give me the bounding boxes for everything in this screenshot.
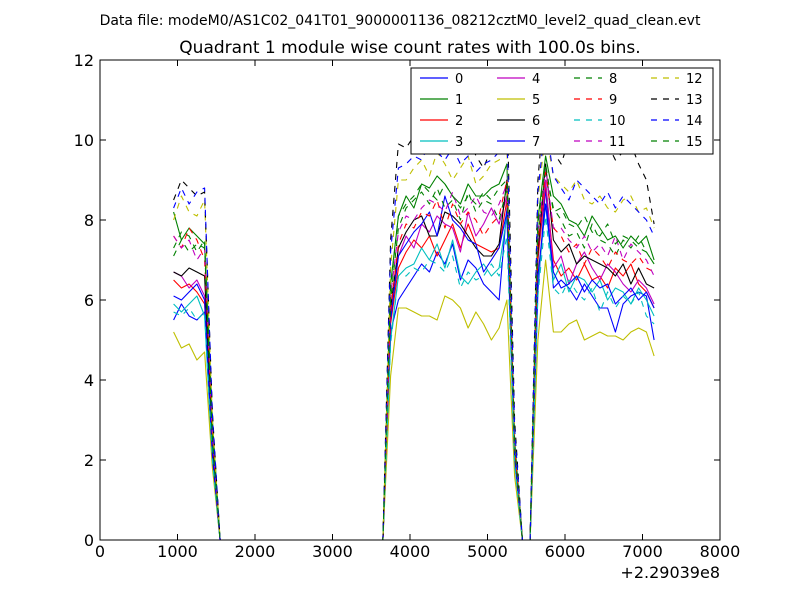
y-tick-label: 0 [84,531,94,550]
series-line-14 [173,119,655,541]
legend-label: 2 [455,114,463,129]
legend-label: 14 [686,114,703,129]
series-line-12 [173,131,655,541]
y-tick-label: 8 [84,211,94,230]
x-tick-label: 3000 [312,542,353,561]
x-tick-label: 6000 [545,542,586,561]
x-tick-label: 7000 [622,542,663,561]
y-tick-label: 12 [74,51,94,70]
ticks: 0 1000 2000 3000 4000 5000 6000 7000 80000246810… [74,51,741,561]
legend-label: 11 [609,135,626,150]
legend-label: 9 [609,93,617,108]
legend-label: 7 [532,135,540,150]
x-offset-label: +2.29039e8 [620,563,720,582]
series-line-4 [173,179,655,541]
x-tick-label: 1000 [157,542,198,561]
y-tick-label: 10 [74,131,94,150]
chart-title: Quadrant 1 module wise count rates with … [179,38,640,58]
series-line-1 [173,155,655,541]
series-line-6 [173,163,655,541]
suptitle: Data file: modeM0/AS1C02_041T01_90000011… [100,13,701,29]
plot-lines [173,87,655,541]
series-line-13 [173,87,655,541]
y-tick-label: 6 [84,291,94,310]
legend-label: 1 [455,93,463,108]
legend-box [410,67,714,155]
legend-label: 10 [609,114,626,129]
y-tick-label: 4 [84,371,94,390]
plot-area [99,59,721,541]
series-line-3 [173,203,655,541]
series-line-5 [173,259,655,541]
x-tick-label: 2000 [235,542,276,561]
series-line-11 [173,167,655,541]
series-line-8 [173,171,655,541]
series-line-2 [173,183,655,541]
x-tick-label: 4000 [390,542,431,561]
legend-label: 12 [686,72,703,87]
legend-label: 5 [532,93,540,108]
legend-label: 6 [532,114,540,129]
legend-label: 13 [686,93,703,108]
legend-label: 8 [609,72,617,87]
x-tick-label: 8000 [700,542,741,561]
x-tick-label: 0 [95,542,105,561]
series-line-9 [173,171,655,541]
legend-label: 0 [455,72,463,87]
x-tick-label: 5000 [467,542,508,561]
series-line-10 [173,215,655,541]
legend-label: 3 [455,135,463,150]
y-tick-label: 2 [84,451,94,470]
legend-label: 15 [686,135,703,150]
legend-label: 4 [532,72,540,87]
